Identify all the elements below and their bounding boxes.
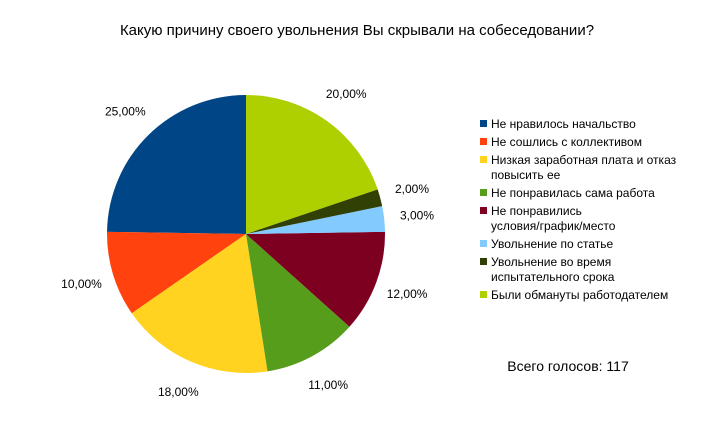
legend-swatch bbox=[480, 189, 487, 196]
legend-swatch bbox=[480, 156, 487, 163]
legend-label: повысить ее bbox=[491, 168, 561, 182]
legend-label: Не понравилась сама работа bbox=[491, 186, 655, 200]
legend-label: Увольнение во время bbox=[491, 255, 611, 269]
legend-item-6: Увольнение по статье bbox=[480, 237, 614, 251]
slice-label-4: 11,00% bbox=[308, 378, 348, 392]
slice-label-5: 12,00% bbox=[387, 287, 428, 301]
percent-labels: 25,00% 10,00% 18,00% 11,00% 12,00% 3,00% 2,00%… bbox=[61, 87, 434, 399]
pie-slice-8 bbox=[246, 95, 378, 234]
legend-label: Не сошлись с коллективом bbox=[491, 135, 642, 149]
total-votes: Всего голосов: 117 bbox=[507, 358, 629, 374]
legend-label: условия/график/место bbox=[491, 219, 616, 233]
legend-item-8: Были обмануты работодателем bbox=[480, 288, 668, 302]
slice-label-6: 3,00% bbox=[400, 208, 434, 222]
legend-item-4: Не понравилась сама работа bbox=[480, 186, 655, 200]
legend-label: Низкая заработная плата и отказ bbox=[491, 153, 677, 167]
slice-label-2: 10,00% bbox=[61, 277, 102, 291]
pie-slice-3 bbox=[131, 234, 268, 373]
legend-item-3: Низкая заработная плата и отказповысить … bbox=[480, 153, 677, 182]
legend-swatch bbox=[480, 240, 487, 247]
legend-label: Не понравились bbox=[491, 204, 582, 218]
pie-slice-4 bbox=[246, 234, 350, 372]
legend-item-2: Не сошлись с коллективом bbox=[480, 135, 642, 149]
slice-label-3: 18,00% bbox=[158, 385, 199, 399]
slice-label-7: 2,00% bbox=[395, 182, 429, 196]
legend-swatch bbox=[480, 258, 487, 265]
legend-item-1: Не нравилось начальство bbox=[480, 117, 636, 131]
legend-swatch bbox=[480, 120, 487, 127]
legend-label: Были обмануты работодателем bbox=[491, 288, 668, 302]
slice-label-1: 25,00% bbox=[105, 104, 146, 118]
legend-swatch bbox=[480, 207, 487, 214]
legend-swatch bbox=[480, 291, 487, 298]
pie-slice-6 bbox=[246, 206, 385, 234]
legend: Не нравилось начальство Не сошлись с колл… bbox=[480, 117, 677, 302]
pie-slice-5 bbox=[246, 231, 385, 327]
legend-swatch bbox=[480, 138, 487, 145]
pie-slice-2 bbox=[107, 231, 246, 314]
pie-slice-1 bbox=[107, 95, 247, 234]
legend-label: Увольнение по статье bbox=[491, 237, 614, 251]
slice-label-8: 20,00% bbox=[326, 87, 367, 101]
legend-label: Не нравилось начальство bbox=[491, 117, 636, 131]
pie-slices bbox=[107, 95, 385, 373]
pie-slice-7 bbox=[246, 189, 383, 234]
legend-label: испытательного срока bbox=[491, 270, 615, 284]
chart-title: Какую причину своего увольнения Вы скрыв… bbox=[120, 22, 594, 39]
